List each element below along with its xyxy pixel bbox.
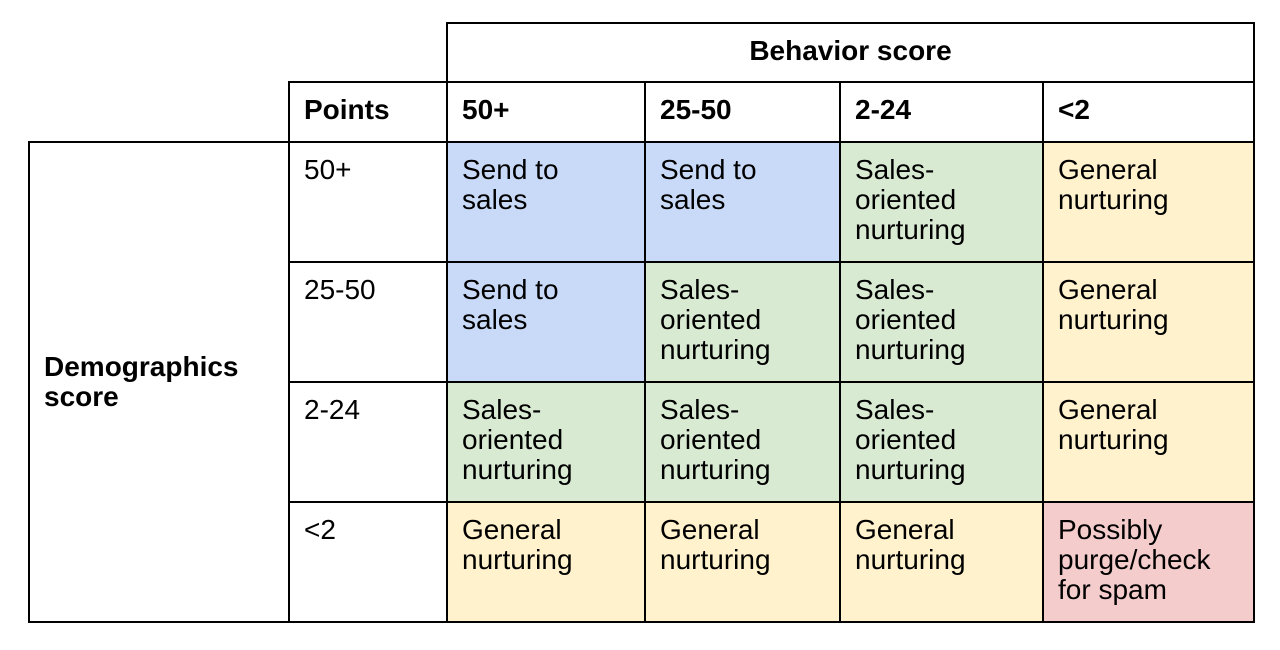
cell-text: nurturing: [855, 544, 966, 575]
cell-text: Sales-: [855, 154, 935, 185]
cell-text: Send to: [462, 154, 559, 185]
row-label-cell: <2: [288, 501, 448, 623]
cell-text: nurturing: [855, 334, 966, 365]
column-header-cell: 25-50: [644, 81, 841, 143]
cell-text: oriented: [660, 304, 762, 335]
matrix-cell: Sales-oriented nurturing: [446, 381, 646, 503]
matrix-cell: General nurturing: [1042, 381, 1255, 503]
cell-text: nurturing: [1058, 184, 1169, 215]
matrix-cell: General nurturing: [839, 501, 1044, 623]
row-header: Demographics: [44, 351, 239, 382]
row-label-cell: 50+: [288, 141, 448, 263]
row-label: 2-24: [304, 394, 361, 425]
cell-text: nurturing: [462, 544, 573, 575]
row-header: score: [44, 381, 119, 412]
cell-text: Sales-: [855, 274, 935, 305]
column-header-cell: 2-24: [839, 81, 1044, 143]
cell-text: General: [1058, 154, 1158, 185]
matrix-cell: Sales-oriented nurturing: [644, 261, 841, 383]
matrix-cell: Send to sales: [446, 261, 646, 383]
column-header: 25-50: [660, 94, 732, 125]
matrix-cell: General nurturing: [446, 501, 646, 623]
row-label: 50+: [304, 154, 352, 185]
cell-text: General: [462, 514, 562, 545]
cell-text: oriented: [855, 424, 957, 455]
cell-text: General: [1058, 394, 1158, 425]
matrix-cell: Sales-oriented nurturing: [644, 381, 841, 503]
matrix-cell: Possibly purge/check for spam: [1042, 501, 1255, 623]
cell-text: nurturing: [660, 454, 771, 485]
column-header-cell: 50+: [446, 81, 646, 143]
cell-text: General: [1058, 274, 1158, 305]
matrix-cell: Sales-oriented nurturing: [839, 381, 1044, 503]
cell-text: Sales-: [462, 394, 542, 425]
matrix-cell: Sales-oriented nurturing: [839, 141, 1044, 263]
cell-text: Sales-: [660, 274, 740, 305]
matrix-cell: General nurturing: [1042, 141, 1255, 263]
cell-text: Sales-: [660, 394, 740, 425]
cell-text: Sales-: [855, 394, 935, 425]
cell-text: purge/check: [1058, 544, 1211, 575]
cell-text: for spam: [1058, 574, 1167, 605]
row-label: 25-50: [304, 274, 376, 305]
points-label-cell: Points: [288, 81, 448, 143]
cell-text: nurturing: [1058, 304, 1169, 335]
row-label: <2: [304, 514, 336, 545]
cell-text: oriented: [855, 184, 957, 215]
column-header: 50+: [462, 94, 510, 125]
cell-text: sales: [462, 184, 528, 215]
column-header: <2: [1058, 94, 1090, 125]
cell-text: General: [855, 514, 955, 545]
cell-text: nurturing: [462, 454, 573, 485]
matrix-cell: Send to sales: [644, 141, 841, 263]
header-title: Behavior score: [749, 35, 952, 66]
row-label-cell: 2-24: [288, 381, 448, 503]
matrix-cell: Send to sales: [446, 141, 646, 263]
cell-text: Send to: [462, 274, 559, 305]
cell-text: sales: [660, 184, 726, 215]
header-title-cell: Behavior score: [446, 22, 1255, 83]
cell-text: nurturing: [855, 454, 966, 485]
cell-text: oriented: [462, 424, 564, 455]
row-header-cell: Demographics score: [28, 141, 290, 623]
cell-text: nurturing: [660, 334, 771, 365]
row-label-cell: 25-50: [288, 261, 448, 383]
cell-text: sales: [462, 304, 528, 335]
cell-text: nurturing: [660, 544, 771, 575]
cell-text: nurturing: [855, 214, 966, 245]
matrix-cell: Sales-oriented nurturing: [839, 261, 1044, 383]
cell-text: General: [660, 514, 760, 545]
matrix-cell: General nurturing: [644, 501, 841, 623]
matrix-cell: General nurturing: [1042, 261, 1255, 383]
cell-text: nurturing: [1058, 424, 1169, 455]
points-label: Points: [304, 94, 390, 125]
column-header: 2-24: [855, 94, 912, 125]
cell-text: Send to: [660, 154, 757, 185]
cell-text: Possibly: [1058, 514, 1163, 545]
cell-text: oriented: [855, 304, 957, 335]
column-header-cell: <2: [1042, 81, 1255, 143]
cell-text: oriented: [660, 424, 762, 455]
